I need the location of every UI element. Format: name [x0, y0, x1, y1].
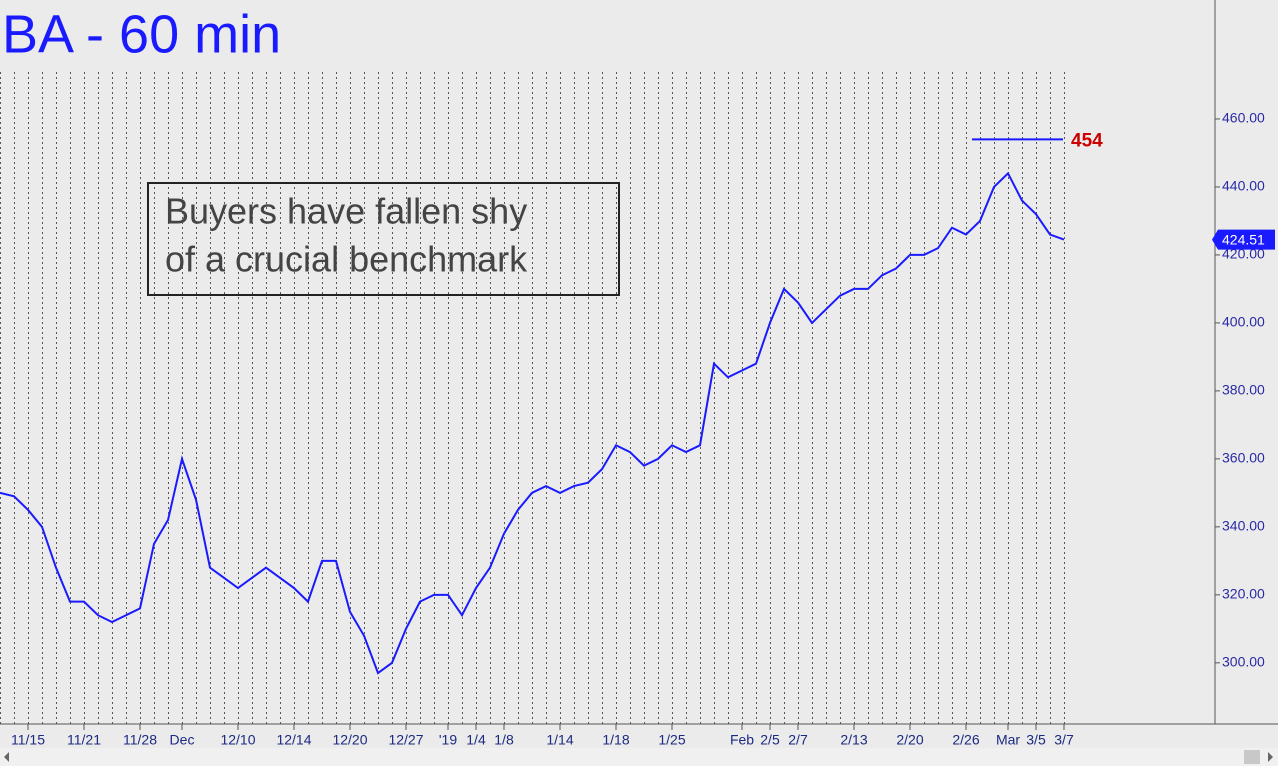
x-tick-label: 1/18 [602, 732, 629, 748]
scrollbar[interactable] [0, 748, 1278, 766]
x-tick-label: 11/28 [123, 732, 157, 748]
y-tick-label: 300.00 [1222, 654, 1265, 670]
y-tick-label: 380.00 [1222, 382, 1265, 398]
resistance-label: 454 [1071, 130, 1103, 151]
annotation-text: of a crucial benchmark [165, 239, 528, 280]
annotation-box [147, 182, 620, 296]
x-tick-label: 3/7 [1054, 732, 1074, 748]
last-price-tag [1212, 229, 1275, 250]
x-tick-label: 1/4 [466, 732, 486, 748]
x-tick-label: '19 [439, 732, 457, 748]
y-tick-label: 320.00 [1222, 586, 1265, 602]
x-tick-label: Feb [730, 732, 754, 748]
x-tick-label: 2/13 [840, 732, 867, 748]
y-tick-label: 420.00 [1222, 246, 1265, 262]
x-tick-label: Mar [996, 732, 1020, 748]
y-tick-label: 340.00 [1222, 518, 1265, 534]
x-tick-label: 1/25 [658, 732, 685, 748]
x-tick-label: 2/7 [788, 732, 808, 748]
x-tick-label: 2/26 [952, 732, 979, 748]
x-tick-label: 11/21 [67, 732, 101, 748]
y-tick-label: 360.00 [1222, 450, 1265, 466]
x-tick-label: Dec [170, 732, 195, 748]
x-tick-label: 12/27 [388, 732, 423, 748]
last-price-label: 424.51 [1222, 231, 1265, 247]
x-tick-label: 1/14 [546, 732, 573, 748]
grid [0, 72, 1065, 724]
x-tick-label: 11/15 [11, 732, 45, 748]
x-tick-label: 1/8 [494, 732, 514, 748]
scrollbar-thumb[interactable] [1244, 750, 1260, 764]
y-tick-label: 400.00 [1222, 314, 1265, 330]
x-tick-label: 12/10 [220, 732, 255, 748]
chart-title: BA - 60 min [2, 4, 281, 64]
y-tick-label: 460.00 [1222, 110, 1265, 126]
annotation-text: Buyers have fallen shy [165, 191, 527, 232]
price-line [0, 171, 1065, 675]
scroll-right[interactable] [1268, 752, 1273, 762]
y-tick-label: 440.00 [1222, 178, 1265, 194]
x-tick-label: 2/5 [760, 732, 780, 748]
scroll-left[interactable] [4, 752, 9, 762]
x-tick-label: 12/14 [276, 732, 311, 748]
scrollbar-track [0, 748, 1278, 766]
x-tick-label: 2/20 [896, 732, 923, 748]
x-tick-label: 3/5 [1026, 732, 1046, 748]
x-tick-label: 12/20 [332, 732, 367, 748]
